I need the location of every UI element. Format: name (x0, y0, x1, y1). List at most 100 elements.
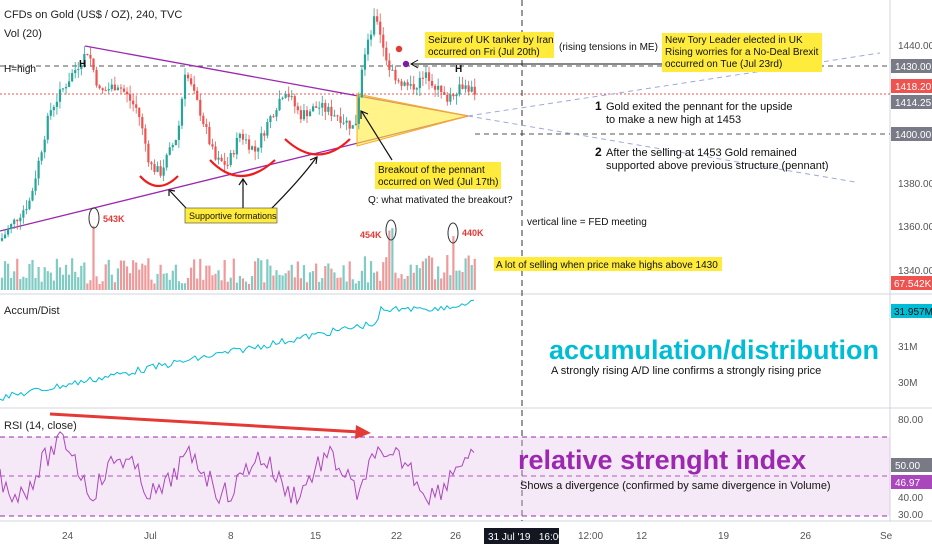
volume-bar (312, 271, 315, 290)
candle-body (16, 219, 19, 222)
volume-bar (409, 264, 412, 290)
volume-bar (205, 265, 208, 290)
volume-bar (330, 268, 333, 290)
candle-body (318, 107, 321, 109)
ad-label: Accum/Dist (4, 305, 60, 317)
high-legend: H=high (4, 64, 36, 75)
volume-bar (232, 258, 235, 290)
candle-body (412, 84, 415, 90)
volume-label: Vol (20) (4, 28, 42, 40)
time-label: 15 (310, 531, 322, 542)
symbol-title: CFDs on Gold (US$ / OZ), 240, TVC (4, 9, 182, 21)
volume-bar (58, 267, 62, 290)
candle-body (397, 80, 400, 82)
volume-bar (125, 266, 129, 290)
volume-bar (406, 275, 409, 290)
candle-body (19, 217, 22, 222)
note2-number: 2 (595, 145, 602, 159)
time-label: 26 (450, 531, 462, 542)
candle-body (217, 157, 220, 160)
volume-bar (116, 268, 119, 290)
candle-body (165, 154, 168, 168)
candle-body (95, 69, 98, 86)
candle-body (424, 72, 428, 78)
volume-bar (424, 258, 428, 290)
candle-body (104, 90, 107, 92)
volume-bar (190, 267, 193, 290)
candle-body (366, 39, 370, 55)
volume-bar (199, 258, 202, 290)
volume-bar (28, 263, 31, 290)
candle-body (241, 133, 245, 140)
volume-badge: 67.542K (894, 279, 932, 290)
candle-body (64, 87, 68, 89)
time-label: 19 (718, 531, 730, 542)
volume-bar (171, 270, 174, 290)
candle-body (144, 128, 147, 144)
candle-body (427, 72, 431, 81)
volume-bar (263, 282, 266, 290)
candle-body (257, 147, 260, 152)
candle-body (129, 94, 132, 101)
volume-bar (174, 264, 177, 290)
pennant-breakout-triangle (356, 93, 469, 147)
candle-body (299, 110, 302, 120)
volume-bar (71, 258, 74, 290)
price-badge-last-bg (891, 79, 932, 93)
candle-body (437, 85, 440, 90)
candle-body (86, 53, 89, 55)
volume-bar (434, 279, 437, 290)
note-tory: New Tory Leader elected in UK Rising wor… (665, 35, 821, 70)
price-badge-1430: 1430.00 (895, 62, 932, 73)
volume-bar (287, 270, 290, 290)
volume-bar (37, 267, 40, 290)
volume-bar (0, 277, 4, 290)
note2-line1: After the selling at 1453 Gold remained (606, 147, 797, 159)
candle-body (168, 147, 171, 155)
volume-bar (150, 279, 153, 290)
candle-body (132, 100, 135, 105)
ad-subtitle: A strongly rising A/D line confirms a st… (551, 365, 821, 377)
volume-spike-circle (88, 207, 100, 229)
candle-body (193, 84, 196, 91)
candle-body (293, 96, 296, 107)
rsi-line (0, 431, 475, 507)
volume-bar (196, 278, 199, 290)
note-tensions: (rising tensions in ME) (559, 42, 658, 53)
candle-body (77, 69, 80, 71)
volume-bar (467, 255, 470, 290)
rsi-label: RSI (14, close) (4, 420, 77, 432)
price-badge-1430-bg (891, 59, 932, 73)
candle-body (174, 139, 177, 146)
candle-body (376, 16, 379, 22)
volume-bar (241, 278, 245, 290)
candle-body (430, 80, 434, 86)
volume-bar (89, 280, 92, 290)
note-fed: vertical line = FED meeting (527, 217, 647, 228)
volume-bar (244, 281, 248, 290)
candle-body (251, 146, 254, 150)
volume-bar (296, 261, 299, 290)
candle-body (403, 82, 406, 86)
volume-bar (177, 281, 180, 290)
candle-body (119, 87, 123, 89)
candle-body (199, 99, 202, 116)
candle-body (363, 54, 367, 70)
volume-bar (223, 259, 226, 290)
candle-body (196, 90, 199, 100)
candle-body (205, 124, 208, 127)
volume-bar (101, 281, 104, 290)
candle-body (92, 58, 95, 70)
volume-bar (369, 261, 373, 290)
arrowhead (409, 59, 419, 69)
candle-body (13, 219, 16, 224)
volume-bar (147, 258, 150, 290)
volume-bar (52, 280, 55, 290)
volume-bar (22, 276, 25, 290)
volume-bar (122, 260, 126, 290)
candle-body (31, 190, 34, 201)
volume-bar (339, 277, 342, 290)
high-marker: H (455, 64, 462, 75)
note-breakout-line2: occurred on Wed (Jul 17th) (378, 177, 498, 188)
volume-bar (470, 264, 473, 290)
